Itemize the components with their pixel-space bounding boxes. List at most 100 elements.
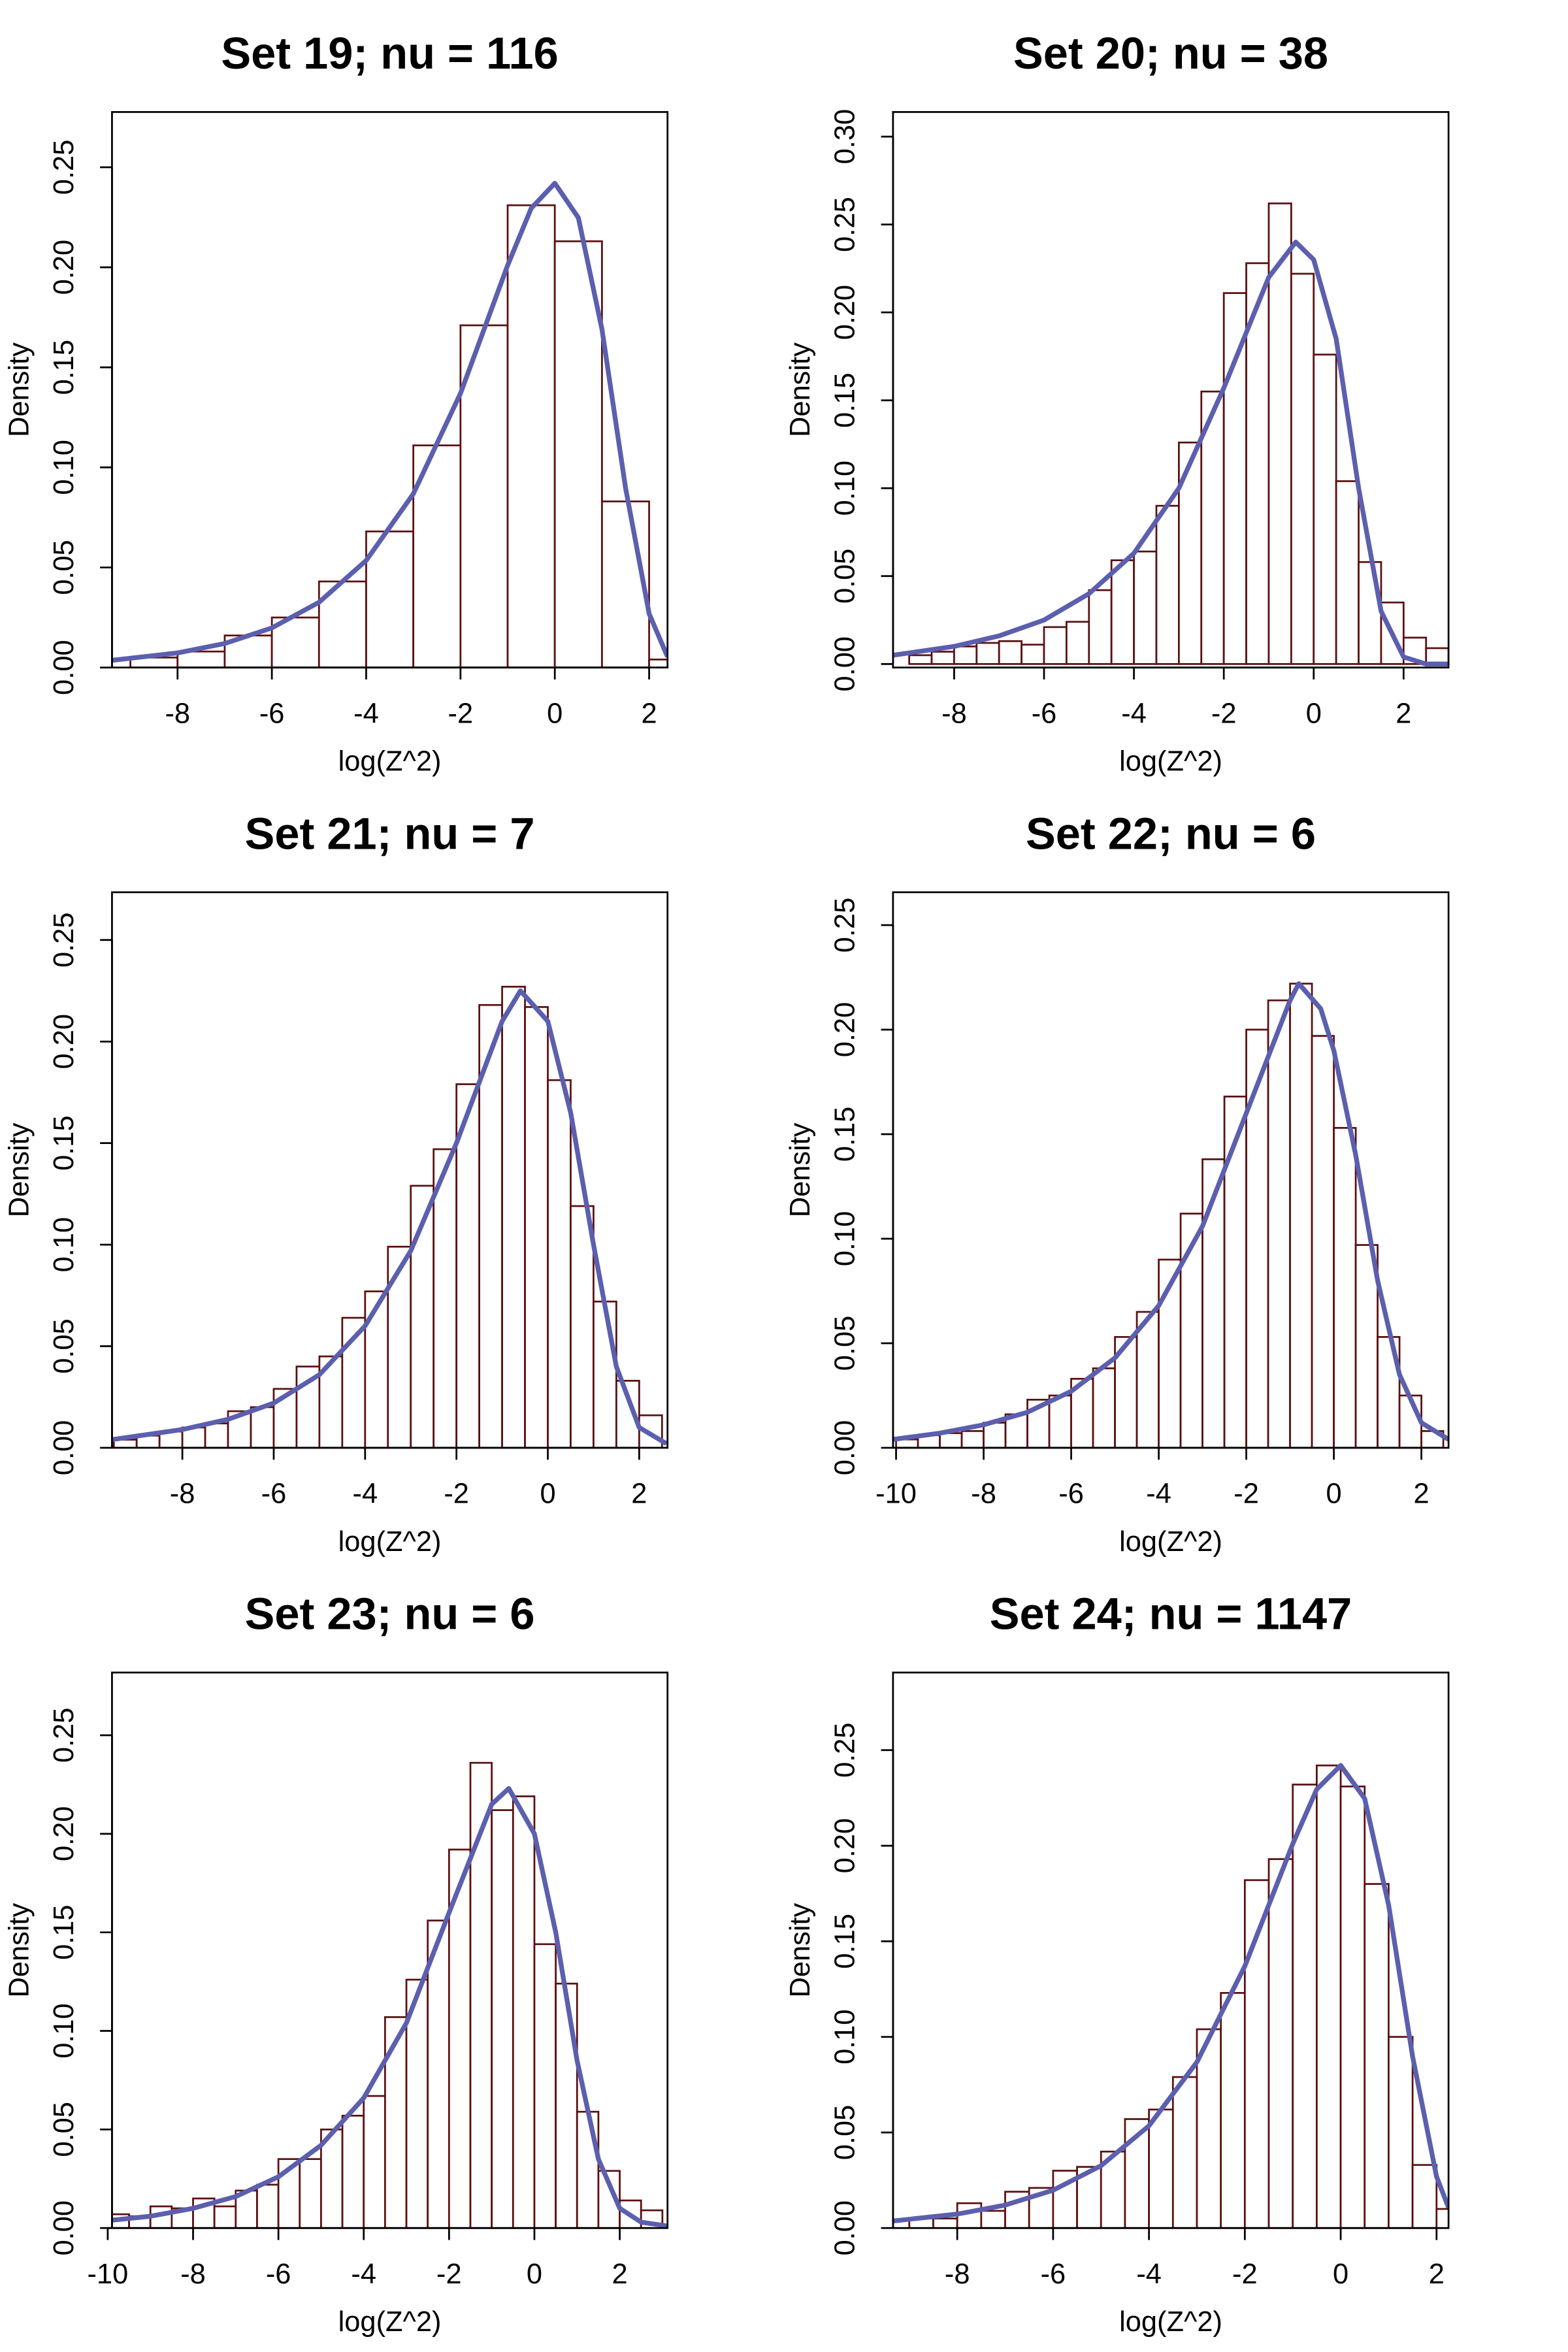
bar	[1364, 1883, 1390, 2229]
y-tick-label: 0.20	[48, 240, 80, 295]
bar	[1110, 559, 1135, 665]
y-tick-label: 0.15	[48, 340, 80, 395]
density-curve	[112, 988, 668, 1446]
bar	[270, 616, 320, 668]
y-tick-label: 0.10	[48, 1217, 80, 1272]
panel-title: Set 24; nu = 1147	[990, 1589, 1352, 1639]
bars	[112, 180, 668, 668]
bar	[204, 1422, 229, 1448]
bar	[1048, 1394, 1072, 1448]
x-tick-label: 2	[612, 2259, 628, 2290]
bar	[1289, 983, 1313, 1448]
x-tick-label: 0	[1326, 1478, 1342, 1510]
x-tick-label: 0	[527, 2259, 542, 2290]
bar	[1171, 2076, 1198, 2229]
bar	[930, 651, 955, 665]
y-tick-label: 0.00	[48, 640, 80, 694]
x-tick-label: 2	[1414, 1478, 1429, 1510]
x-tick-label: -8	[170, 1478, 195, 1510]
bar	[953, 645, 978, 665]
x-axis-label: log(Z^2)	[338, 2306, 442, 2338]
y-axis-label: Density	[3, 1122, 35, 1217]
y-axis-label: Density	[785, 1903, 816, 1997]
bar	[506, 204, 556, 668]
x-tick-label: -4	[351, 2259, 376, 2290]
y-tick-label: 0.25	[48, 913, 80, 968]
panel-title: Set 21; nu = 7	[245, 808, 535, 858]
y-tick-label: 0.10	[829, 461, 860, 515]
y-tick-label: 0.20	[48, 1014, 80, 1069]
x-tick-label: -8	[941, 698, 967, 729]
bar	[1358, 561, 1382, 665]
y-tick-label: 0.05	[48, 2102, 80, 2157]
density-curve	[892, 239, 1449, 666]
x-tick-label: 0	[547, 698, 563, 729]
y-tick-label: 0.20	[829, 285, 860, 340]
x-tick-label: -6	[1058, 1478, 1084, 1510]
bar	[384, 2016, 408, 2229]
y-tick-label: 0.00	[829, 1420, 860, 1475]
x-axis-label: log(Z^2)	[338, 1526, 442, 1558]
y-tick-label: 0.10	[48, 440, 80, 495]
bar	[501, 985, 526, 1448]
density-curve	[892, 1763, 1449, 2224]
bar	[1425, 647, 1449, 665]
y-axis-label: Density	[785, 342, 816, 437]
panel: Set 21; nu = 7 log(Z^2) Density -8 -6 -4 -2 0 2 0…	[3, 808, 669, 1558]
x-tick-label: -8	[945, 2259, 970, 2290]
bar	[547, 1079, 572, 1448]
bar	[341, 2114, 365, 2229]
y-tick-label: 0.20	[829, 1818, 860, 1873]
bar	[593, 1300, 617, 1448]
x-tick-label: 2	[1396, 698, 1411, 729]
panel-title: Set 22; nu = 6	[1026, 808, 1316, 858]
x-tick-label: -6	[1041, 2259, 1066, 2290]
bar	[320, 2129, 344, 2229]
x-tick-label: -2	[1232, 2259, 1258, 2290]
bar	[1339, 1786, 1366, 2229]
x-tick-label: 0	[540, 1478, 555, 1510]
bar	[299, 2158, 322, 2229]
density-curve	[892, 981, 1449, 1442]
x-tick-label: -8	[180, 2259, 206, 2290]
x-tick-label: 2	[631, 1478, 647, 1510]
panel: Set 23; nu = 6 log(Z^2) Density -10 -8 -6 -4 -2…	[3, 1589, 669, 2338]
y-tick-label: 0.05	[48, 1318, 80, 1373]
bar	[364, 1290, 389, 1448]
y-tick-label: 0.00	[48, 1420, 80, 1475]
x-tick-label: 2	[641, 698, 657, 729]
y-tick-label: 0.15	[829, 1107, 860, 1162]
density-curve	[112, 180, 668, 663]
bar	[448, 1848, 472, 2229]
x-tick-label: -2	[1211, 698, 1237, 729]
x-tick-label: -4	[353, 1478, 378, 1510]
bar	[1148, 2108, 1174, 2229]
x-tick-label: -6	[259, 698, 285, 729]
bar	[1223, 1095, 1247, 1448]
bar	[1245, 262, 1270, 665]
x-tick-label: 2	[1429, 2259, 1445, 2290]
x-tick-label: -8	[165, 698, 190, 729]
y-tick-label: 0.05	[48, 540, 80, 595]
y-tick-label: 0.05	[829, 549, 860, 604]
bars	[892, 981, 1449, 1448]
x-tick-label: -4	[1136, 2259, 1162, 2290]
bar	[980, 2210, 1006, 2229]
y-tick-label: 0.25	[48, 140, 80, 195]
x-axis-label: log(Z^2)	[1119, 745, 1222, 777]
bar	[1290, 272, 1315, 665]
y-tick-label: 0.05	[829, 2105, 860, 2160]
x-tick-label: 0	[1333, 2259, 1348, 2290]
x-tick-label: -2	[448, 698, 474, 729]
bar	[998, 640, 1022, 665]
panel-title: Set 20; nu = 38	[1013, 28, 1328, 78]
y-tick-label: 0.15	[829, 1914, 860, 1968]
x-tick-label: -2	[1233, 1478, 1259, 1510]
bar	[1021, 644, 1045, 665]
bar	[387, 1245, 412, 1448]
bar	[1411, 2164, 1438, 2229]
bar	[491, 1809, 514, 2229]
bar	[1178, 441, 1203, 665]
